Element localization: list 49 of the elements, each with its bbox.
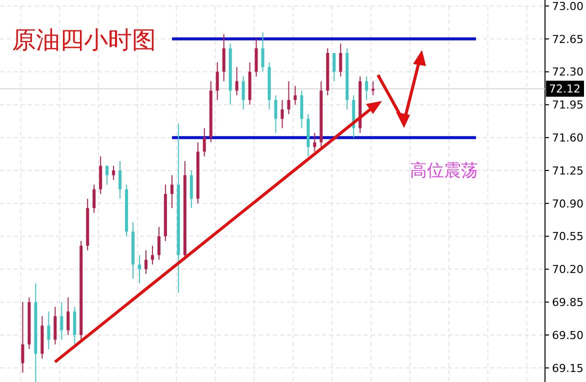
y-tick-label: 69.15 [552,362,584,375]
y-tick-label: 73.00 [552,0,584,13]
candlestick [372,80,375,96]
candlestick [21,302,24,374]
candlestick [280,100,284,129]
candlestick [332,52,336,82]
candlestick [202,128,206,157]
candlestick [274,94,278,134]
candlestick [365,76,368,100]
candlestick [60,302,64,340]
candlestick [261,32,264,72]
y-tick-label: 72.65 [552,32,584,46]
candlestick [73,306,76,345]
candlestick [254,38,258,77]
y-tick-label: 71.60 [552,131,584,144]
candlestick [99,156,102,194]
y-tick-label: 69.50 [552,328,584,342]
candlestick [222,34,226,82]
candlestick [190,170,193,209]
annotation: 高位震荡 [410,161,478,181]
candlestick [150,245,154,265]
candlestick [47,311,50,350]
candlestick [157,226,160,260]
candlestick [138,254,141,284]
candlestick [118,160,122,200]
ref-line-label: 72.12 [549,82,580,96]
candlestick [287,80,290,115]
candlestick [66,296,70,336]
y-tick-label: 70.55 [552,230,584,244]
candlestick [300,90,304,129]
candlestick [54,306,57,345]
candlestick [112,165,116,180]
candlestick [313,132,316,152]
y-tick-label: 70.20 [552,263,584,276]
y-tick-label: 69.85 [552,296,584,309]
candlestick [235,66,238,96]
candlestick [170,174,174,209]
candlestick [92,184,96,214]
y-tick-label: 70.90 [552,197,584,210]
candlestick [144,250,148,274]
y-tick-label: 71.25 [552,164,584,178]
candlestick [294,85,297,106]
y-tick-label: 71.95 [552,98,584,112]
candlestick [106,165,109,186]
y-tick-label: 72.30 [552,66,584,79]
candlestick [339,43,342,77]
candlestick [242,76,245,110]
candlestick [216,62,219,100]
text: 原油四小时图 [12,26,156,54]
